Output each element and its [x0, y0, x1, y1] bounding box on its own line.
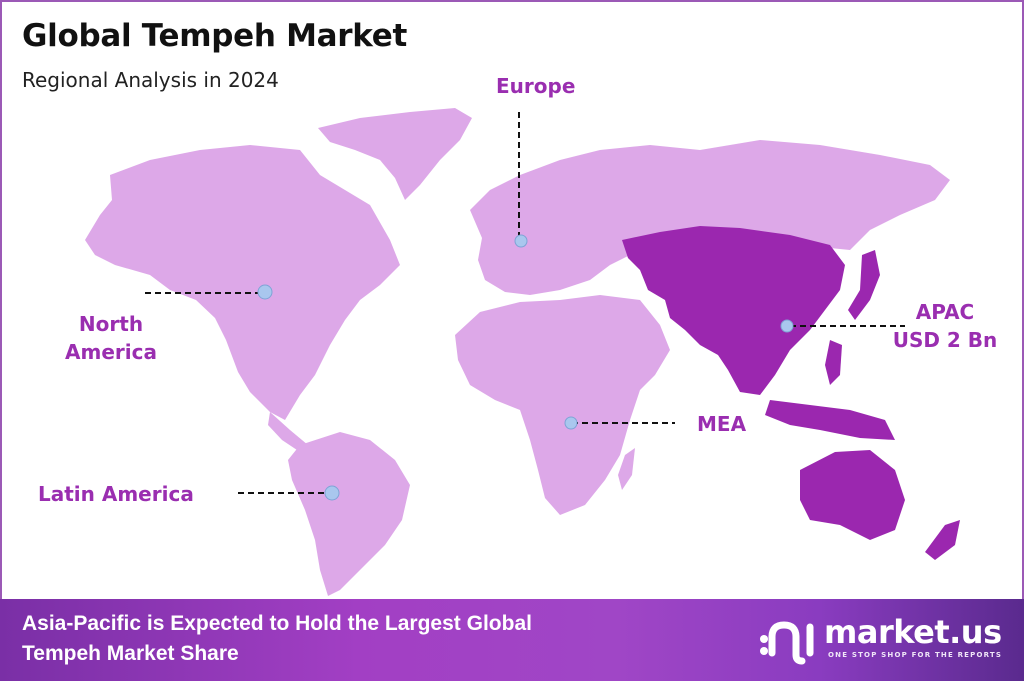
new-zealand-shape — [925, 520, 960, 560]
footer-headline: Asia-Pacific is Expected to Hold the Lar… — [22, 609, 532, 669]
europe-marker — [514, 234, 528, 248]
north-america-label-line2: America — [65, 340, 157, 364]
north-america-label: North America — [52, 310, 170, 366]
apac-marker — [780, 319, 794, 333]
mea-label: MEA — [697, 412, 747, 436]
indonesia-shape — [765, 400, 895, 440]
apac-label: APAC USD 2 Bn — [880, 298, 1010, 354]
africa-shape — [455, 295, 670, 515]
market-us-logo-icon — [760, 621, 814, 665]
apac-label-value: USD 2 Bn — [892, 328, 998, 352]
asia-pacific-shape — [622, 226, 845, 395]
page-title: Global Tempeh Market — [22, 18, 408, 54]
footer-banner: Asia-Pacific is Expected to Hold the Lar… — [0, 599, 1024, 681]
south-america-shape — [288, 432, 410, 596]
central-america-shape — [268, 412, 308, 452]
madagascar-shape — [618, 448, 635, 490]
brand-tagline: ONE STOP SHOP FOR THE REPORTS — [828, 651, 1003, 659]
north-america-shape — [85, 145, 400, 420]
north-america-marker — [257, 284, 273, 300]
apac-label-name: APAC — [915, 300, 975, 324]
australia-shape — [800, 450, 905, 540]
eurasia-shape — [470, 140, 950, 295]
footer-line-1: Asia-Pacific is Expected to Hold the Lar… — [22, 612, 532, 635]
brand-name: market.us — [824, 613, 1002, 651]
latin-america-label: Latin America — [38, 482, 194, 506]
latin-america-marker — [324, 485, 340, 501]
footer-line-2: Tempeh Market Share — [22, 642, 239, 665]
mea-marker — [564, 416, 578, 430]
japan-shape — [848, 250, 880, 320]
north-america-label-line1: North — [78, 312, 144, 336]
brand-logo: market.us ONE STOP SHOP FOR THE REPORTS — [758, 613, 1008, 669]
europe-label: Europe — [496, 74, 576, 98]
page-subtitle: Regional Analysis in 2024 — [22, 68, 279, 92]
philippines-shape — [825, 340, 842, 385]
greenland-shape — [318, 108, 472, 200]
world-map — [85, 108, 960, 596]
